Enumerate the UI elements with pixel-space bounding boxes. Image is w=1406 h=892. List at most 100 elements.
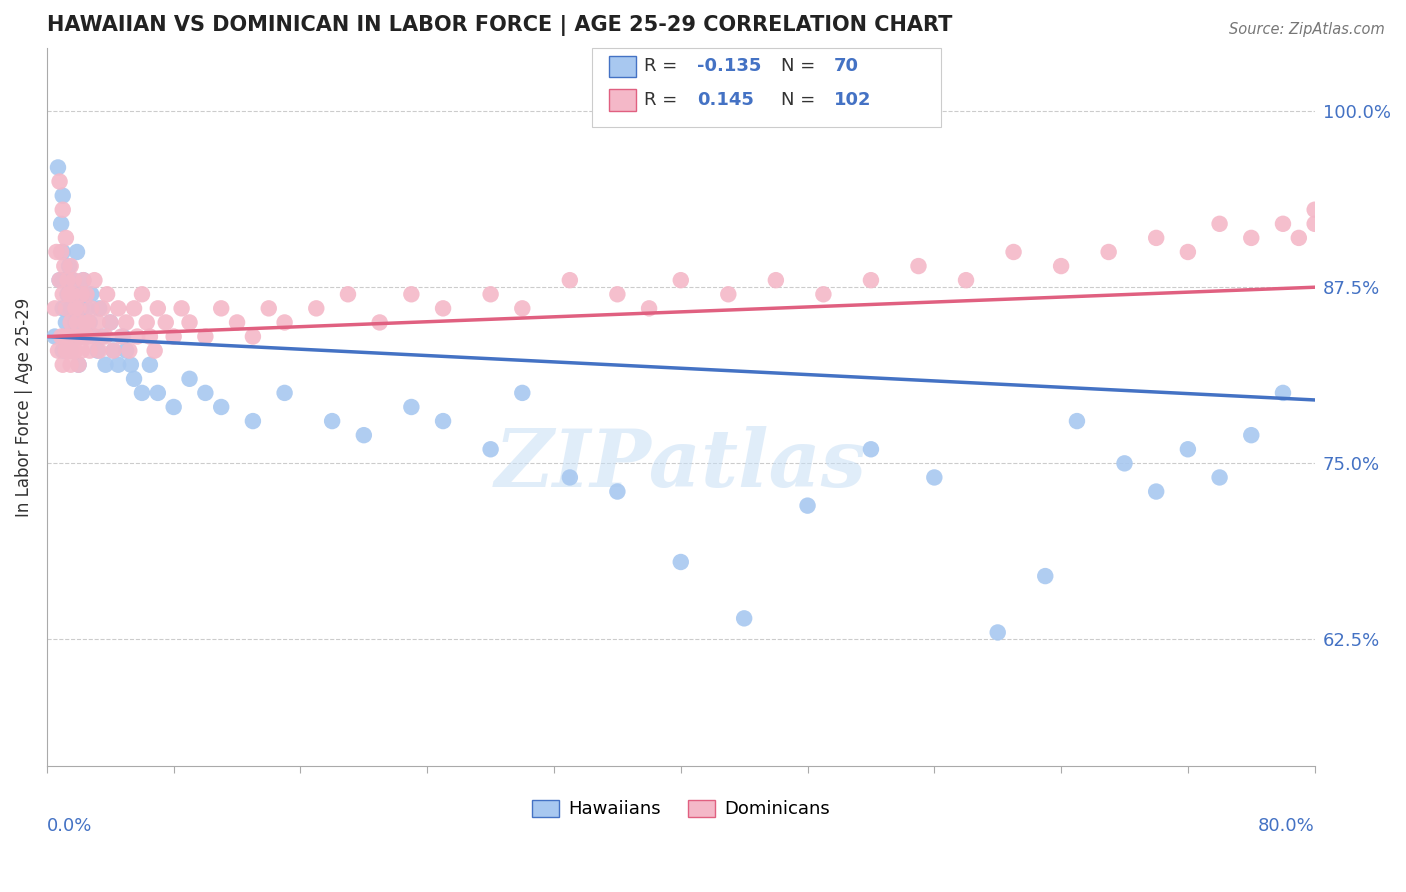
- Point: [46, 343, 69, 358]
- Point: [118, 343, 141, 358]
- Y-axis label: In Labor Force | Age 25-29: In Labor Force | Age 25-29: [15, 297, 32, 516]
- Text: R =: R =: [644, 57, 683, 75]
- Point: [1144, 231, 1167, 245]
- Point: [91, 329, 114, 343]
- Point: [107, 301, 129, 316]
- Point: [56, 273, 79, 287]
- Point: [226, 315, 249, 329]
- Point: [67, 358, 90, 372]
- Point: [63, 329, 86, 343]
- Text: R =: R =: [644, 91, 683, 109]
- Point: [76, 329, 98, 343]
- Point: [55, 301, 77, 316]
- Point: [83, 329, 105, 343]
- Point: [510, 301, 533, 316]
- Point: [669, 273, 692, 287]
- Point: [796, 499, 818, 513]
- Point: [80, 301, 103, 316]
- Point: [733, 611, 755, 625]
- Point: [98, 315, 121, 329]
- Point: [66, 245, 89, 260]
- Point: [60, 273, 83, 287]
- Point: [65, 343, 87, 358]
- Point: [1098, 245, 1121, 260]
- Point: [432, 301, 454, 316]
- Point: [479, 287, 502, 301]
- Point: [273, 315, 295, 329]
- Point: [52, 287, 75, 301]
- Point: [209, 301, 232, 316]
- Point: [69, 329, 91, 343]
- Text: N =: N =: [780, 91, 821, 109]
- Point: [1303, 202, 1326, 217]
- Point: [94, 358, 117, 372]
- Point: [96, 287, 118, 301]
- Point: [83, 273, 105, 287]
- Point: [146, 385, 169, 400]
- Point: [1240, 428, 1263, 442]
- Point: [1177, 245, 1199, 260]
- Point: [77, 315, 100, 329]
- Point: [59, 315, 82, 329]
- Point: [55, 315, 77, 329]
- Point: [1114, 456, 1136, 470]
- Point: [69, 329, 91, 343]
- Point: [1002, 245, 1025, 260]
- Point: [76, 329, 98, 343]
- Point: [139, 358, 162, 372]
- Point: [273, 385, 295, 400]
- Point: [179, 372, 201, 386]
- Legend: Hawaiians, Dominicans: Hawaiians, Dominicans: [524, 792, 837, 826]
- Point: [669, 555, 692, 569]
- Point: [558, 470, 581, 484]
- Point: [337, 287, 360, 301]
- Point: [103, 343, 125, 358]
- Point: [46, 161, 69, 175]
- Point: [70, 287, 93, 301]
- Point: [368, 315, 391, 329]
- Point: [146, 301, 169, 316]
- Point: [163, 400, 186, 414]
- Point: [638, 301, 661, 316]
- Point: [558, 273, 581, 287]
- Point: [1303, 217, 1326, 231]
- Point: [194, 385, 217, 400]
- Point: [1271, 217, 1294, 231]
- Point: [63, 273, 86, 287]
- Point: [94, 329, 117, 343]
- Point: [52, 301, 75, 316]
- Point: [52, 273, 75, 287]
- Point: [432, 414, 454, 428]
- Point: [131, 287, 153, 301]
- Point: [89, 343, 111, 358]
- Point: [510, 385, 533, 400]
- Point: [401, 287, 423, 301]
- Text: 0.145: 0.145: [697, 91, 754, 109]
- Point: [52, 188, 75, 202]
- Point: [65, 301, 87, 316]
- Point: [103, 343, 125, 358]
- Point: [135, 315, 157, 329]
- Point: [1177, 442, 1199, 457]
- Point: [56, 329, 79, 343]
- Point: [73, 315, 96, 329]
- Point: [86, 315, 108, 329]
- Point: [59, 343, 82, 358]
- Text: 80.0%: 80.0%: [1258, 817, 1315, 835]
- Point: [209, 400, 232, 414]
- Point: [44, 301, 66, 316]
- Point: [606, 287, 628, 301]
- Point: [72, 329, 94, 343]
- Point: [1208, 217, 1230, 231]
- Point: [80, 287, 103, 301]
- Point: [479, 442, 502, 457]
- Point: [107, 358, 129, 372]
- Text: HAWAIIAN VS DOMINICAN IN LABOR FORCE | AGE 25-29 CORRELATION CHART: HAWAIIAN VS DOMINICAN IN LABOR FORCE | A…: [46, 15, 952, 36]
- Text: 70: 70: [834, 57, 859, 75]
- Point: [53, 259, 76, 273]
- Point: [143, 343, 166, 358]
- Text: 102: 102: [834, 91, 872, 109]
- Point: [122, 301, 145, 316]
- Point: [110, 329, 132, 343]
- Point: [48, 273, 70, 287]
